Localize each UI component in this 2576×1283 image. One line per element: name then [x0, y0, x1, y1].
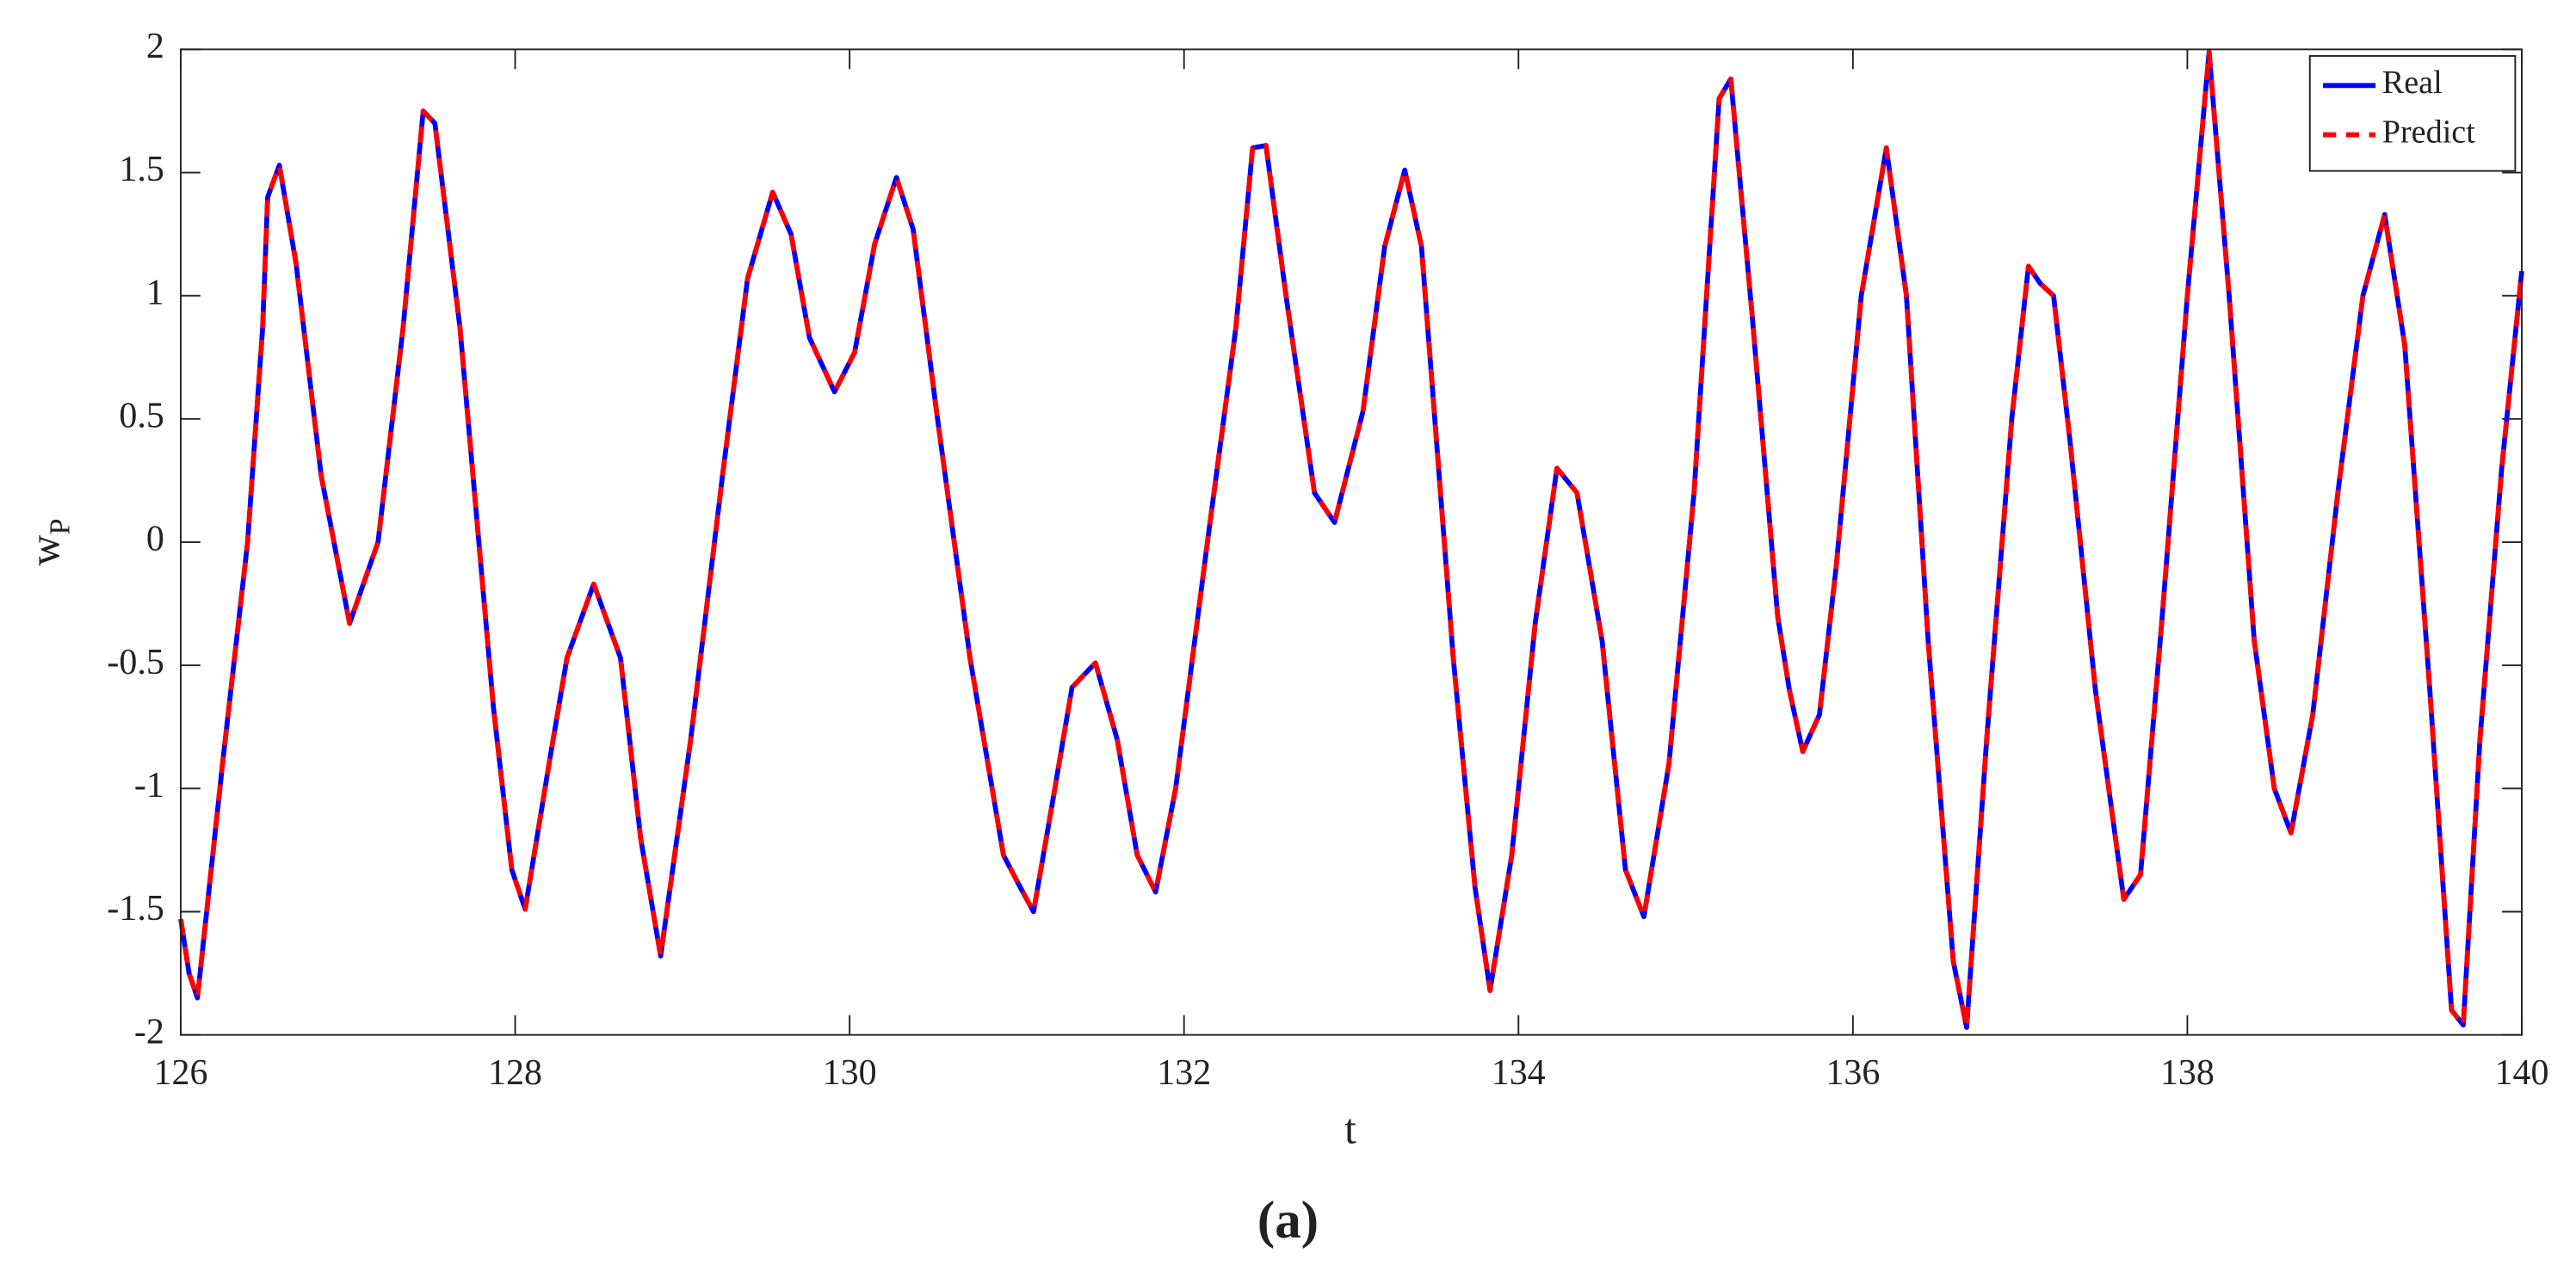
x-axis-label: t: [1344, 1106, 1356, 1153]
y-tick-label: -0.5: [107, 643, 164, 682]
y-tick-label: 2: [146, 27, 164, 66]
y-axis-label-sub: P: [43, 519, 76, 535]
x-tick-label: 132: [1157, 1053, 1211, 1093]
y-tick-label: 1.5: [119, 150, 164, 189]
x-tick-label: 130: [823, 1053, 877, 1093]
x-tick-label: 126: [153, 1053, 207, 1093]
series-line: [178, 49, 2524, 1030]
x-tick-label: 128: [488, 1053, 542, 1093]
y-tick-label: -2: [134, 1012, 164, 1052]
x-tick-label: 140: [2495, 1053, 2549, 1093]
y-tick-label: -1: [134, 766, 164, 805]
caption: (a): [1257, 1192, 1319, 1249]
x-tick-label: 134: [1492, 1053, 1546, 1093]
y-tick-label: -1.5: [107, 889, 164, 928]
legend-box: [2308, 55, 2517, 172]
plot-frame: [180, 48, 2523, 1036]
y-tick-label: 0: [146, 520, 164, 559]
y-tick-label: 1: [146, 273, 164, 312]
legend-label: Real: [2382, 65, 2443, 101]
y-axis-label: wP: [22, 519, 77, 566]
legend-label: Predict: [2382, 114, 2475, 150]
y-tick-label: 0.5: [119, 396, 164, 435]
y-axis-label-main: w: [22, 534, 69, 565]
x-tick-label: 136: [1825, 1053, 1880, 1093]
x-tick-label: 138: [2160, 1053, 2215, 1093]
